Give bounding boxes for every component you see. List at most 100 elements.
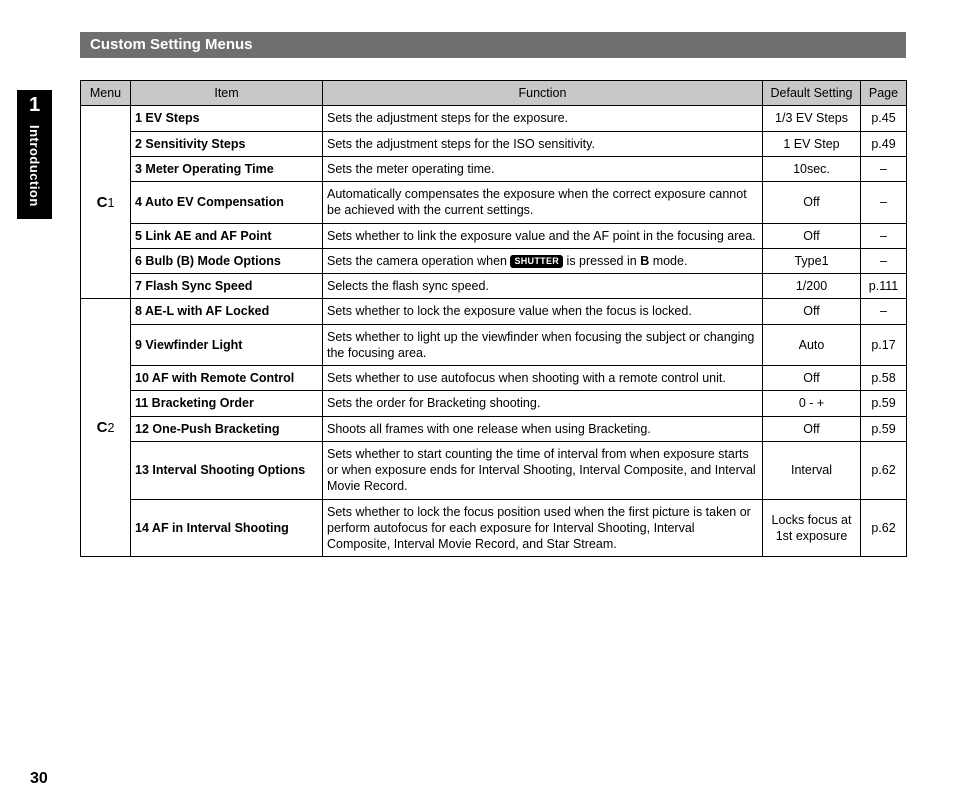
page-cell: p.62	[861, 499, 907, 557]
page-cell: p.59	[861, 391, 907, 416]
function-text: is pressed in	[563, 254, 640, 268]
function-cell: Shoots all frames with one release when …	[323, 416, 763, 441]
function-text: Sets whether to start counting the time …	[327, 447, 756, 494]
item-cell: 6 Bulb (B) Mode Options	[131, 248, 323, 273]
item-cell: 14 AF in Interval Shooting	[131, 499, 323, 557]
col-page: Page	[861, 81, 907, 106]
chapter-number: 1	[17, 90, 52, 123]
table-body: C11 EV StepsSets the adjustment steps fo…	[81, 106, 907, 557]
page: Custom Setting Menus 1 Introduction Menu…	[0, 0, 954, 810]
item-cell: 9 Viewfinder Light	[131, 324, 323, 366]
page-cell: p.17	[861, 324, 907, 366]
menu-suffix: 2	[107, 421, 114, 435]
page-cell: –	[861, 182, 907, 224]
section-header-title: Custom Setting Menus	[90, 36, 253, 53]
default-cell: Type1	[763, 248, 861, 273]
table-row: 11 Bracketing Order Sets the order for Br…	[81, 391, 907, 416]
default-cell: Off	[763, 416, 861, 441]
table-row: 6 Bulb (B) Mode Options Sets the camera o…	[81, 248, 907, 273]
default-cell: 1/3 EV Steps	[763, 106, 861, 131]
function-cell: Sets whether to link the exposure value …	[323, 223, 763, 248]
item-cell: 13 Interval Shooting Options	[131, 441, 323, 499]
table-row: 13 Interval Shooting OptionsSets whether…	[81, 441, 907, 499]
default-cell: 10sec.	[763, 156, 861, 181]
default-cell: Auto	[763, 324, 861, 366]
mode-bold: B	[640, 254, 649, 268]
function-cell: Sets whether to light up the viewfinder …	[323, 324, 763, 366]
table-row: 12 One-Push Bracketing Shoots all frames …	[81, 416, 907, 441]
table-row: C11 EV StepsSets the adjustment steps fo…	[81, 106, 907, 131]
default-cell: Off	[763, 366, 861, 391]
page-cell: –	[861, 156, 907, 181]
function-cell: Sets whether to lock the focus position …	[323, 499, 763, 557]
col-function: Function	[323, 81, 763, 106]
function-cell: Sets the adjustment steps for the exposu…	[323, 106, 763, 131]
table-row: 10 AF with Remote Control Sets whether to…	[81, 366, 907, 391]
item-cell: 4 Auto EV Compensation	[131, 182, 323, 224]
default-cell: Off	[763, 182, 861, 224]
default-cell: 1/200	[763, 274, 861, 299]
menu-suffix: 1	[107, 196, 114, 210]
function-text: Shoots all frames with one release when …	[327, 422, 651, 436]
menu-prefix: C	[97, 194, 108, 211]
default-cell: Off	[763, 223, 861, 248]
default-cell: Off	[763, 299, 861, 324]
page-cell: p.62	[861, 441, 907, 499]
table-row: 14 AF in Interval ShootingSets whether t…	[81, 499, 907, 557]
function-text: Sets whether to lock the focus position …	[327, 505, 751, 552]
function-text: mode.	[649, 254, 687, 268]
function-cell: Sets whether to use autofocus when shoot…	[323, 366, 763, 391]
function-text: Sets whether to lock the exposure value …	[327, 304, 692, 318]
item-cell: 5 Link AE and AF Point	[131, 223, 323, 248]
function-cell: Sets the order for Bracketing shooting.	[323, 391, 763, 416]
function-text: Sets whether to use autofocus when shoot…	[327, 371, 726, 385]
section-header: Custom Setting Menus	[80, 32, 906, 58]
function-text: Sets the order for Bracketing shooting.	[327, 396, 540, 410]
page-cell: –	[861, 299, 907, 324]
function-text: Sets the meter operating time.	[327, 162, 494, 176]
page-number: 30	[30, 770, 48, 788]
default-cell: Interval	[763, 441, 861, 499]
col-item: Item	[131, 81, 323, 106]
table-row: 3 Meter Operating Time Sets the meter ope…	[81, 156, 907, 181]
menu-cell: C2	[81, 299, 131, 557]
default-cell: 1 EV Step	[763, 131, 861, 156]
page-cell: –	[861, 223, 907, 248]
chapter-tab: 1 Introduction	[17, 90, 52, 219]
page-cell: p.49	[861, 131, 907, 156]
function-cell: Automatically compensates the exposure w…	[323, 182, 763, 224]
default-cell: 0 - +	[763, 391, 861, 416]
page-cell: p.58	[861, 366, 907, 391]
function-cell: Selects the flash sync speed.	[323, 274, 763, 299]
menu-cell: C1	[81, 106, 131, 299]
col-default: Default Setting	[763, 81, 861, 106]
menu-prefix: C	[97, 419, 108, 436]
function-cell: Sets the meter operating time.	[323, 156, 763, 181]
function-text: Sets the adjustment steps for the exposu…	[327, 111, 568, 125]
function-text: Sets the camera operation when	[327, 254, 510, 268]
default-cell: Locks focus at 1st exposure	[763, 499, 861, 557]
function-cell: Sets whether to lock the exposure value …	[323, 299, 763, 324]
table-row: 5 Link AE and AF Point Sets whether to li…	[81, 223, 907, 248]
chapter-title: Introduction	[27, 123, 42, 211]
page-cell: p.59	[861, 416, 907, 441]
table-row: 7 Flash Sync SpeedSelects the flash sync…	[81, 274, 907, 299]
table-header: Menu Item Function Default Setting Page	[81, 81, 907, 106]
function-text: Sets whether to link the exposure value …	[327, 229, 756, 243]
item-cell: 8 AE-L with AF Locked	[131, 299, 323, 324]
col-menu: Menu	[81, 81, 131, 106]
settings-table: Menu Item Function Default Setting Page …	[80, 80, 907, 557]
function-cell: Sets the adjustment steps for the ISO se…	[323, 131, 763, 156]
page-cell: p.45	[861, 106, 907, 131]
item-cell: 1 EV Steps	[131, 106, 323, 131]
function-cell: Sets whether to start counting the time …	[323, 441, 763, 499]
page-cell: p.111	[861, 274, 907, 299]
table-row: 2 Sensitivity StepsSets the adjustment s…	[81, 131, 907, 156]
table-row: C28 AE-L with AF LockedSets whether to l…	[81, 299, 907, 324]
function-text: Sets the adjustment steps for the ISO se…	[327, 137, 595, 151]
item-cell: 11 Bracketing Order	[131, 391, 323, 416]
item-cell: 12 One-Push Bracketing	[131, 416, 323, 441]
item-cell: 3 Meter Operating Time	[131, 156, 323, 181]
table-row: 9 Viewfinder LightSets whether to light …	[81, 324, 907, 366]
item-cell: 10 AF with Remote Control	[131, 366, 323, 391]
